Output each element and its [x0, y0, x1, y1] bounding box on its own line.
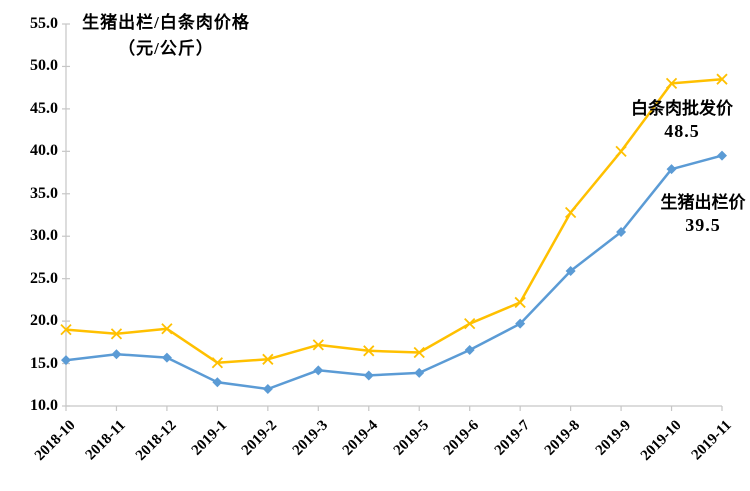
- marker-diamond: [464, 344, 475, 355]
- marker-diamond: [161, 352, 172, 363]
- y-axis-label: 35.0: [30, 184, 58, 202]
- marker-diamond: [565, 266, 576, 277]
- marker-diamond: [61, 355, 71, 366]
- marker-x: [514, 296, 526, 309]
- y-axis-label: 40.0: [30, 142, 58, 160]
- y-axis-label: 10.0: [30, 397, 58, 414]
- marker-x: [615, 145, 627, 157]
- annotation-value: 39.5: [685, 215, 721, 235]
- chart-subtitle: （元/公斤）: [118, 39, 214, 58]
- marker-diamond: [313, 365, 324, 376]
- y-axis-label: 15.0: [30, 354, 58, 372]
- series-line-live-pig: [65, 154, 723, 391]
- marker-diamond: [262, 384, 273, 395]
- marker-diamond: [111, 349, 122, 360]
- marker-diamond: [515, 318, 526, 329]
- marker-x: [564, 206, 577, 219]
- y-axis-label: 25.0: [30, 269, 58, 287]
- marker-x: [312, 339, 324, 351]
- marker-x: [211, 357, 224, 369]
- marker-x: [665, 77, 678, 90]
- y-axis-label: 45.0: [30, 99, 58, 117]
- marker-diamond: [616, 226, 627, 237]
- marker-x: [716, 73, 728, 85]
- y-axis-label: 50.0: [30, 57, 58, 75]
- marker-x: [464, 318, 476, 330]
- marker-x: [363, 345, 375, 357]
- marker-diamond: [717, 150, 727, 161]
- annotation-value: 48.5: [664, 121, 700, 141]
- marker-x: [262, 353, 274, 365]
- annotation-wholesale-pork: 白条肉批发价 48.5: [617, 97, 747, 143]
- y-axis-label: 20.0: [30, 312, 58, 330]
- annotation-series-label: 白条肉批发价: [631, 99, 733, 118]
- annotation-series-label: 生猪出栏价: [660, 193, 746, 212]
- marker-x: [413, 346, 425, 359]
- marker-diamond: [414, 367, 425, 378]
- chart-title: 生猪出栏/白条肉价格: [82, 13, 250, 32]
- marker-diamond: [666, 164, 677, 175]
- marker-x: [161, 323, 173, 335]
- marker-x: [60, 323, 72, 336]
- y-axis-label: 55.0: [30, 15, 58, 32]
- marker-x: [110, 328, 123, 340]
- y-axis-label: 30.0: [30, 227, 58, 245]
- annotation-live-pig: 生猪出栏价 39.5: [640, 191, 750, 237]
- marker-diamond: [363, 370, 374, 381]
- series-line-wholesale-pork: [65, 77, 723, 364]
- marker-diamond: [212, 377, 223, 388]
